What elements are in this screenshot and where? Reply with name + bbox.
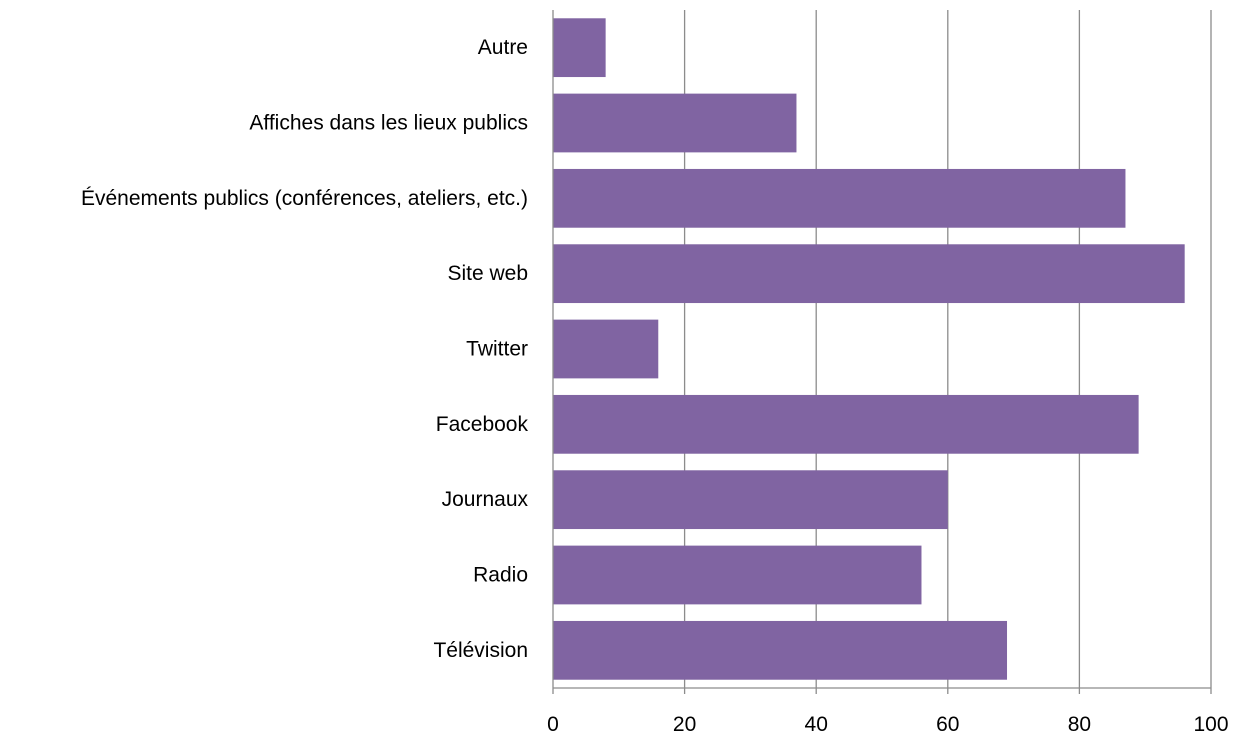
category-label: Journaux	[442, 488, 529, 511]
category-label: Twitter	[466, 338, 528, 361]
bar-3	[553, 470, 948, 530]
bar-6	[553, 244, 1185, 304]
tick-labels: 0 20 40 60 80 100	[547, 713, 1228, 736]
category-label: Autre	[478, 36, 528, 59]
x-tick-label: 100	[1193, 713, 1228, 736]
bar-7	[553, 168, 1126, 228]
bars	[553, 18, 1185, 680]
x-tick-label: 80	[1068, 713, 1091, 736]
bar-1	[553, 620, 1008, 680]
bar-4	[553, 394, 1139, 454]
category-label: Affiches dans les lieux publics	[249, 112, 528, 135]
x-tick-label: 20	[673, 713, 696, 736]
x-tick-label: 40	[805, 713, 828, 736]
bar-2	[553, 545, 922, 605]
bar-8	[553, 93, 797, 153]
category-label: Radio	[473, 564, 528, 587]
category-label: Télévision	[433, 639, 528, 662]
x-tick-label: 60	[936, 713, 959, 736]
category-labels: Télévision Radio Journaux Facebook Twitter Si…	[81, 36, 529, 662]
category-label: Site web	[447, 262, 528, 285]
x-tick-label: 0	[547, 713, 559, 736]
category-label: Facebook	[436, 413, 529, 436]
bar-9	[553, 18, 606, 78]
axes	[552, 10, 1212, 694]
bar-5	[553, 319, 659, 379]
category-label: Événements publics (conférences, atelier…	[81, 187, 528, 210]
